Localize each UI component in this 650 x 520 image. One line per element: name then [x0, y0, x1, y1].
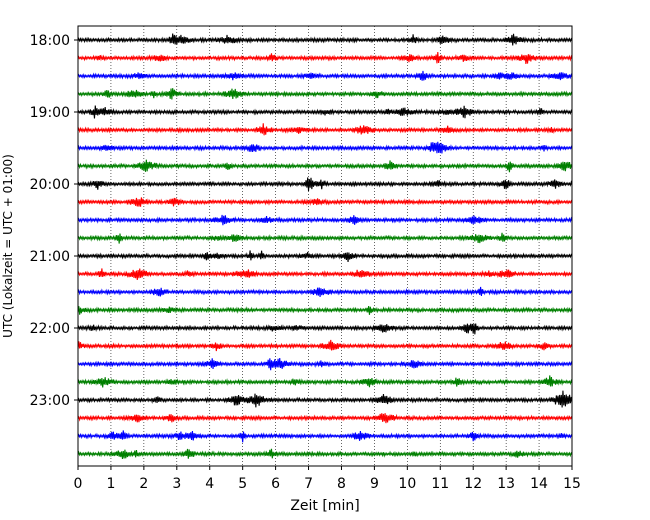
- trace-line: [77, 323, 573, 335]
- trace-line: [77, 250, 573, 263]
- trace-series: [77, 33, 573, 459]
- x-tick-label: 13: [497, 476, 515, 492]
- x-tick-label: 12: [464, 476, 482, 492]
- trace-line: [77, 357, 573, 371]
- x-axis-label: Zeit [min]: [290, 498, 359, 514]
- x-tick-label: 10: [398, 476, 416, 492]
- trace-line: [77, 430, 573, 443]
- y-tick-label: 22:00: [30, 321, 70, 337]
- trace-line: [77, 390, 573, 408]
- y-tick-label: 21:00: [30, 249, 70, 265]
- plot-frame: [77, 25, 573, 467]
- x-tick-label: 0: [74, 476, 83, 492]
- x-tick-label: 15: [563, 476, 581, 492]
- x-tick-label: 2: [139, 476, 148, 492]
- x-tick-label: 3: [172, 476, 181, 492]
- y-axis: 18:00 19:00 20:00 21:00 22:00 23:00: [30, 33, 78, 409]
- x-axis: 0 1 2 3 4 5 6 7 8 9 10 11 12 13 14 15: [74, 466, 581, 492]
- trace-line: [77, 177, 573, 191]
- x-tick-label: 11: [431, 476, 449, 492]
- y-axis-label: UTC (Lokalzeit = UTC + 01:00): [1, 154, 15, 338]
- y-tick-label: 19:00: [30, 105, 70, 121]
- trace-line: [77, 159, 573, 173]
- trace-line: [77, 375, 573, 388]
- trace-line: [77, 88, 573, 100]
- x-tick-label: 1: [106, 476, 115, 492]
- trace-line: [77, 286, 573, 298]
- x-tick-label: 5: [238, 476, 247, 492]
- x-tick-label: 14: [530, 476, 548, 492]
- x-tick-label: 4: [205, 476, 214, 492]
- trace-line: [77, 33, 573, 46]
- trace-line: [77, 123, 573, 136]
- x-tick-label: 8: [337, 476, 346, 492]
- trace-line: [77, 306, 573, 315]
- x-tick-label: 7: [304, 476, 313, 492]
- trace-line: [77, 51, 573, 65]
- y-tick-label: 23:00: [30, 393, 70, 409]
- y-tick-label: 18:00: [30, 33, 70, 49]
- trace-line: [77, 70, 573, 81]
- x-tick-label: 9: [370, 476, 379, 492]
- plot-area: [78, 26, 572, 466]
- x-grid: [110, 26, 540, 466]
- trace-line: [77, 268, 573, 281]
- trace-line: [77, 448, 573, 459]
- trace-line: [77, 197, 573, 207]
- trace-line: [77, 141, 573, 154]
- x-tick-label: 6: [271, 476, 280, 492]
- trace-line: [77, 105, 573, 119]
- y-tick-label: 20:00: [30, 177, 70, 193]
- trace-line: [77, 413, 573, 424]
- trace-line: [77, 232, 573, 244]
- trace-line: [77, 339, 573, 352]
- trace-line: [77, 214, 573, 226]
